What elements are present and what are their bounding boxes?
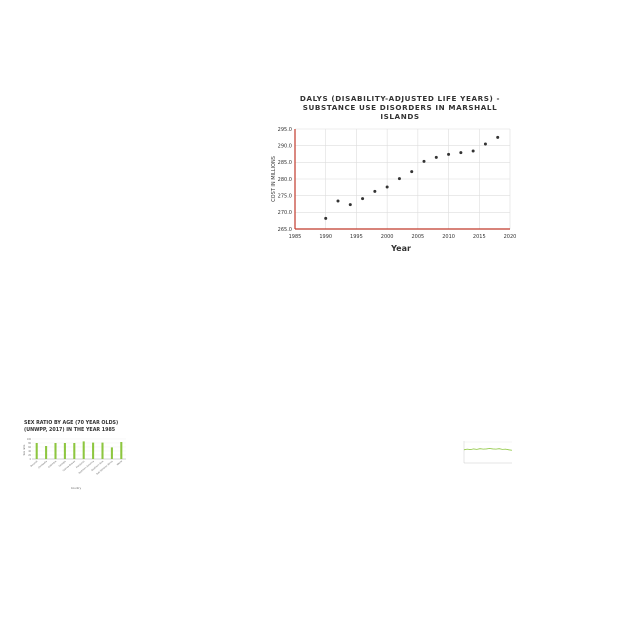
dalys-chart-svg: 1985 1990 1995 2000 2005 2010 2015 2020 265.0 270…	[271, 94, 517, 253]
data-point	[459, 151, 463, 155]
sex-chart-title-line-1: SEX RATIO BY AGE (70 YEAR OLDS)	[24, 420, 118, 426]
x-tick-label: 2000	[381, 234, 394, 240]
x-tick-label: 2015	[473, 234, 486, 240]
y-tick-label: 275.0	[278, 193, 292, 199]
x-tick-label: 1985	[289, 234, 302, 240]
y-tick-label: 290.0	[278, 143, 292, 149]
x-tick-label: 2020	[504, 234, 517, 240]
x-axis-label: Year	[390, 244, 411, 253]
sex-ratio-bar	[45, 446, 48, 459]
data-point	[385, 185, 389, 189]
data-point	[410, 170, 414, 174]
chart-title-line-1: DALYS (DISABILITY-ADJUSTED LIFE YEARS) -	[300, 94, 500, 103]
mini-line-chart	[458, 438, 516, 472]
x-tick-label: 2005	[411, 234, 424, 240]
data-point	[483, 142, 487, 146]
sex-y-tick-label: 80	[28, 442, 31, 445]
sex-category-label: Colombia	[47, 460, 57, 469]
sex-category-label: Georgia	[58, 460, 67, 468]
sex-ratio-bar	[63, 443, 66, 459]
sex-ratio-bar	[82, 441, 85, 459]
data-point	[434, 155, 438, 159]
y-axis-label: COST IN MILLIONS	[271, 156, 277, 202]
sex-ratio-bar	[73, 443, 76, 459]
data-point	[336, 199, 340, 203]
sex-y-tick-label: 60	[28, 446, 31, 449]
sex-ratio-bar	[110, 447, 113, 459]
sex-ratio-bar	[35, 443, 38, 459]
x-tick-label: 1990	[319, 234, 332, 240]
sex-y-tick-label: 40	[28, 450, 31, 453]
data-point	[373, 189, 377, 193]
sex-ratio-bar	[101, 442, 104, 459]
y-tick-label: 270.0	[278, 210, 292, 216]
sex-chart-title-line-2: (UNWPP, 2017) IN THE YEAR 1985	[24, 427, 115, 433]
sex-chart-x-label: Country	[71, 486, 82, 490]
data-point	[447, 152, 451, 156]
sex-ratio-chart: SEX RATIO BY AGE (70 YEAR OLDS) (UNWPP, …	[20, 414, 132, 492]
x-tick-label: 2010	[442, 234, 455, 240]
dalys-chart: 1985 1990 1995 2000 2005 2010 2015 2020 265.0 270…	[262, 88, 524, 258]
sex-y-tick-label: 0	[30, 458, 32, 461]
data-point	[422, 159, 426, 163]
data-point	[471, 149, 475, 153]
sex-category-label: World	[116, 460, 123, 467]
sex-y-tick-label: 100	[27, 438, 32, 441]
sex-category-label: Burundi	[30, 460, 39, 468]
y-tick-label: 265.0	[278, 227, 292, 233]
y-tick-label: 280.0	[278, 177, 292, 183]
data-point	[496, 135, 500, 139]
sex-ratio-chart-svg: SEX RATIO BY AGE (70 YEAR OLDS) (UNWPP, …	[23, 420, 126, 490]
data-point	[397, 177, 401, 181]
sex-category-label: Honduras	[75, 459, 86, 469]
y-tick-label: 295.0	[278, 127, 292, 133]
x-tick-label: 1995	[350, 234, 363, 240]
data-point	[348, 203, 352, 207]
mini-line-chart-svg	[463, 441, 513, 464]
mini-series-line	[463, 448, 513, 451]
sex-category-label: Cambodia	[37, 460, 48, 470]
chart-title-line-3: ISLANDS	[380, 112, 419, 121]
y-tick-label: 285.0	[278, 160, 292, 166]
sex-ratio-bar	[120, 442, 123, 459]
sex-y-tick-label: 20	[28, 454, 31, 457]
chart-title-line-2: SUBSTANCE USE DISORDERS IN MARSHALL	[303, 103, 498, 112]
sex-ratio-bar	[92, 442, 95, 459]
data-point	[324, 216, 328, 220]
sex-chart-y-label: Sex ratio	[23, 444, 26, 455]
sex-ratio-bar	[54, 443, 57, 459]
data-point	[361, 197, 365, 201]
